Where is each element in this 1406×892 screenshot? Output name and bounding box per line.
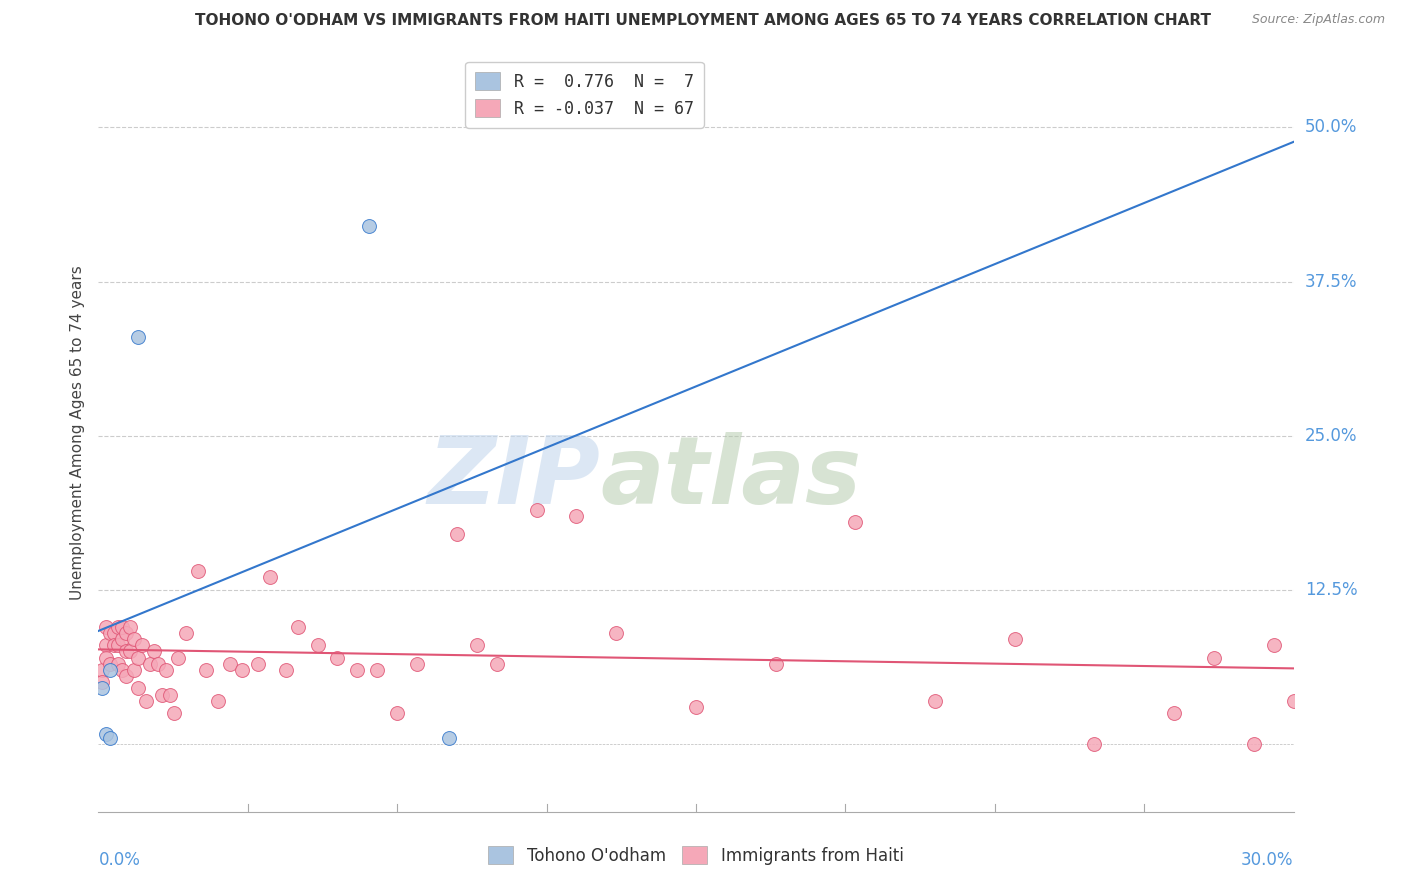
Text: 37.5%: 37.5% [1305,273,1357,291]
Point [1243,737,1265,751]
Point [1004,632,1026,647]
Point [167,650,190,665]
Text: 0.0%: 0.0% [98,851,141,869]
Point [115,669,138,683]
Point [246,657,269,671]
Point [765,657,787,671]
Point [150,688,173,702]
Point [96,650,118,665]
Point [107,657,129,671]
Point [307,638,329,652]
Point [103,626,125,640]
Point [231,663,253,677]
Point [124,663,146,677]
Point [91,663,114,677]
Point [98,657,122,671]
Point [359,219,381,233]
Point [187,564,209,578]
Legend: Tohono O'odham, Immigrants from Haiti: Tohono O'odham, Immigrants from Haiti [482,839,910,871]
Point [143,644,166,658]
Point [163,706,186,720]
Point [385,706,409,720]
Point [120,620,142,634]
Point [127,650,149,665]
Point [1282,694,1305,708]
Point [96,638,118,652]
Point [115,626,138,640]
Point [103,638,125,652]
Point [605,626,627,640]
Point [107,620,129,634]
Point [131,638,153,652]
Point [107,638,129,652]
Point [526,502,548,516]
Point [174,626,197,640]
Point [111,620,134,634]
Point [406,657,429,671]
Point [219,657,242,671]
Point [135,694,157,708]
Point [98,731,122,745]
Point [127,681,149,696]
Point [844,515,866,529]
Text: 12.5%: 12.5% [1305,581,1357,599]
Point [465,638,488,652]
Point [485,657,508,671]
Point [127,330,149,344]
Point [1083,737,1105,751]
Point [924,694,946,708]
Point [565,508,588,523]
Point [148,657,170,671]
Point [366,663,388,677]
Point [195,663,218,677]
Point [96,620,118,634]
Point [124,632,146,647]
Point [274,663,297,677]
Point [437,731,460,745]
Text: ZIP: ZIP [427,432,600,524]
Point [155,663,177,677]
Point [346,663,368,677]
Point [446,527,468,541]
Point [91,675,114,690]
Text: 50.0%: 50.0% [1305,119,1357,136]
Point [98,626,122,640]
Point [96,727,118,741]
Point [120,644,142,658]
Text: 30.0%: 30.0% [1241,851,1294,869]
Point [1202,650,1225,665]
Point [159,688,181,702]
Text: atlas: atlas [600,432,862,524]
Point [1263,638,1285,652]
Point [139,657,162,671]
Text: Source: ZipAtlas.com: Source: ZipAtlas.com [1251,13,1385,27]
Point [259,570,281,584]
Point [98,663,122,677]
Point [1163,706,1185,720]
Point [91,681,114,696]
Text: 25.0%: 25.0% [1305,426,1357,445]
Point [111,663,134,677]
Y-axis label: Unemployment Among Ages 65 to 74 years: Unemployment Among Ages 65 to 74 years [69,265,84,600]
Point [287,620,309,634]
Point [111,632,134,647]
Point [326,650,349,665]
Point [207,694,229,708]
Text: TOHONO O'ODHAM VS IMMIGRANTS FROM HAITI UNEMPLOYMENT AMONG AGES 65 TO 74 YEARS C: TOHONO O'ODHAM VS IMMIGRANTS FROM HAITI … [195,13,1211,29]
Point [685,700,707,714]
Point [115,644,138,658]
